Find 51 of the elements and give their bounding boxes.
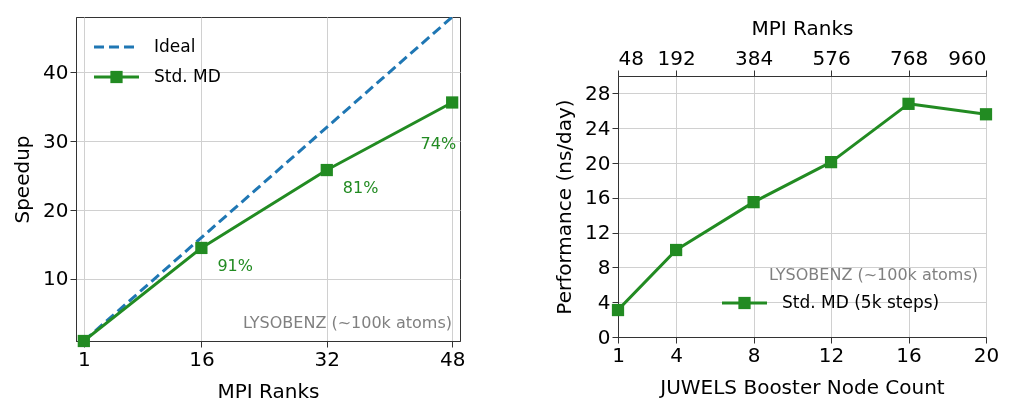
y-tick-label: 4 — [597, 289, 611, 314]
annotation: LYSOBENZ (~100k atoms) — [243, 313, 452, 332]
x-tick-label: 20 — [973, 342, 1000, 367]
y-tick-label: 28 — [585, 80, 611, 105]
x-axis-title: JUWELS Booster Node Count — [658, 374, 945, 399]
point — [611, 303, 625, 317]
y-tick-label: 16 — [585, 185, 611, 210]
y-tick-label: 40 — [43, 59, 69, 84]
x-tick-label: 1 — [612, 342, 625, 367]
y-tick-label: 10 — [43, 266, 69, 291]
point — [824, 156, 838, 169]
legend-label: Ideal — [154, 36, 196, 56]
x-tick-label: 4 — [670, 342, 683, 367]
point — [902, 97, 915, 110]
point — [669, 243, 683, 257]
annotation: 81% — [342, 178, 379, 198]
y-axis-title: Performance (ns/day) — [552, 99, 577, 315]
y-tick-label: 12 — [585, 220, 611, 245]
x2-tick-label: 192 — [657, 45, 696, 70]
y-tick-label: 30 — [43, 128, 69, 153]
x2-tick-label: 960 — [948, 45, 987, 70]
y-tick-label: 0 — [597, 324, 611, 349]
point — [979, 108, 993, 121]
annotation: 74% — [420, 134, 457, 154]
point — [77, 334, 90, 348]
point — [320, 163, 333, 177]
x-tick-label: 32 — [314, 346, 340, 371]
x2-tick-label: 576 — [812, 45, 851, 70]
annotation: 91% — [217, 255, 253, 275]
annotation: LYSOBENZ (~100k atoms) — [769, 265, 978, 284]
x2-axis-title: MPI Ranks — [751, 15, 854, 40]
y-tick-label: 20 — [43, 197, 69, 222]
x-tick-label: 1 — [77, 346, 91, 371]
y-tick-label: 8 — [597, 254, 611, 279]
x-tick-label: 16 — [896, 342, 922, 367]
x-tick-label: 48 — [439, 346, 466, 371]
point — [747, 196, 760, 209]
y-tick-label: 20 — [585, 150, 611, 175]
legend-label: Std. MD (5k steps) — [782, 292, 940, 312]
y-tick-label: 24 — [585, 115, 611, 140]
x-axis-title: MPI Ranks — [217, 378, 320, 403]
x-tick-label: 12 — [818, 342, 845, 367]
point — [446, 96, 459, 109]
x-tick-label: 8 — [747, 342, 761, 367]
point — [195, 241, 208, 255]
y-axis-title: Speedup — [10, 135, 35, 224]
x2-tick-label: 48 — [618, 45, 644, 70]
x2-tick-label: 384 — [734, 45, 774, 70]
x2-tick-label: 768 — [889, 45, 929, 70]
legend-label: Std. MD — [154, 66, 221, 86]
x-tick-label: 16 — [189, 346, 215, 371]
